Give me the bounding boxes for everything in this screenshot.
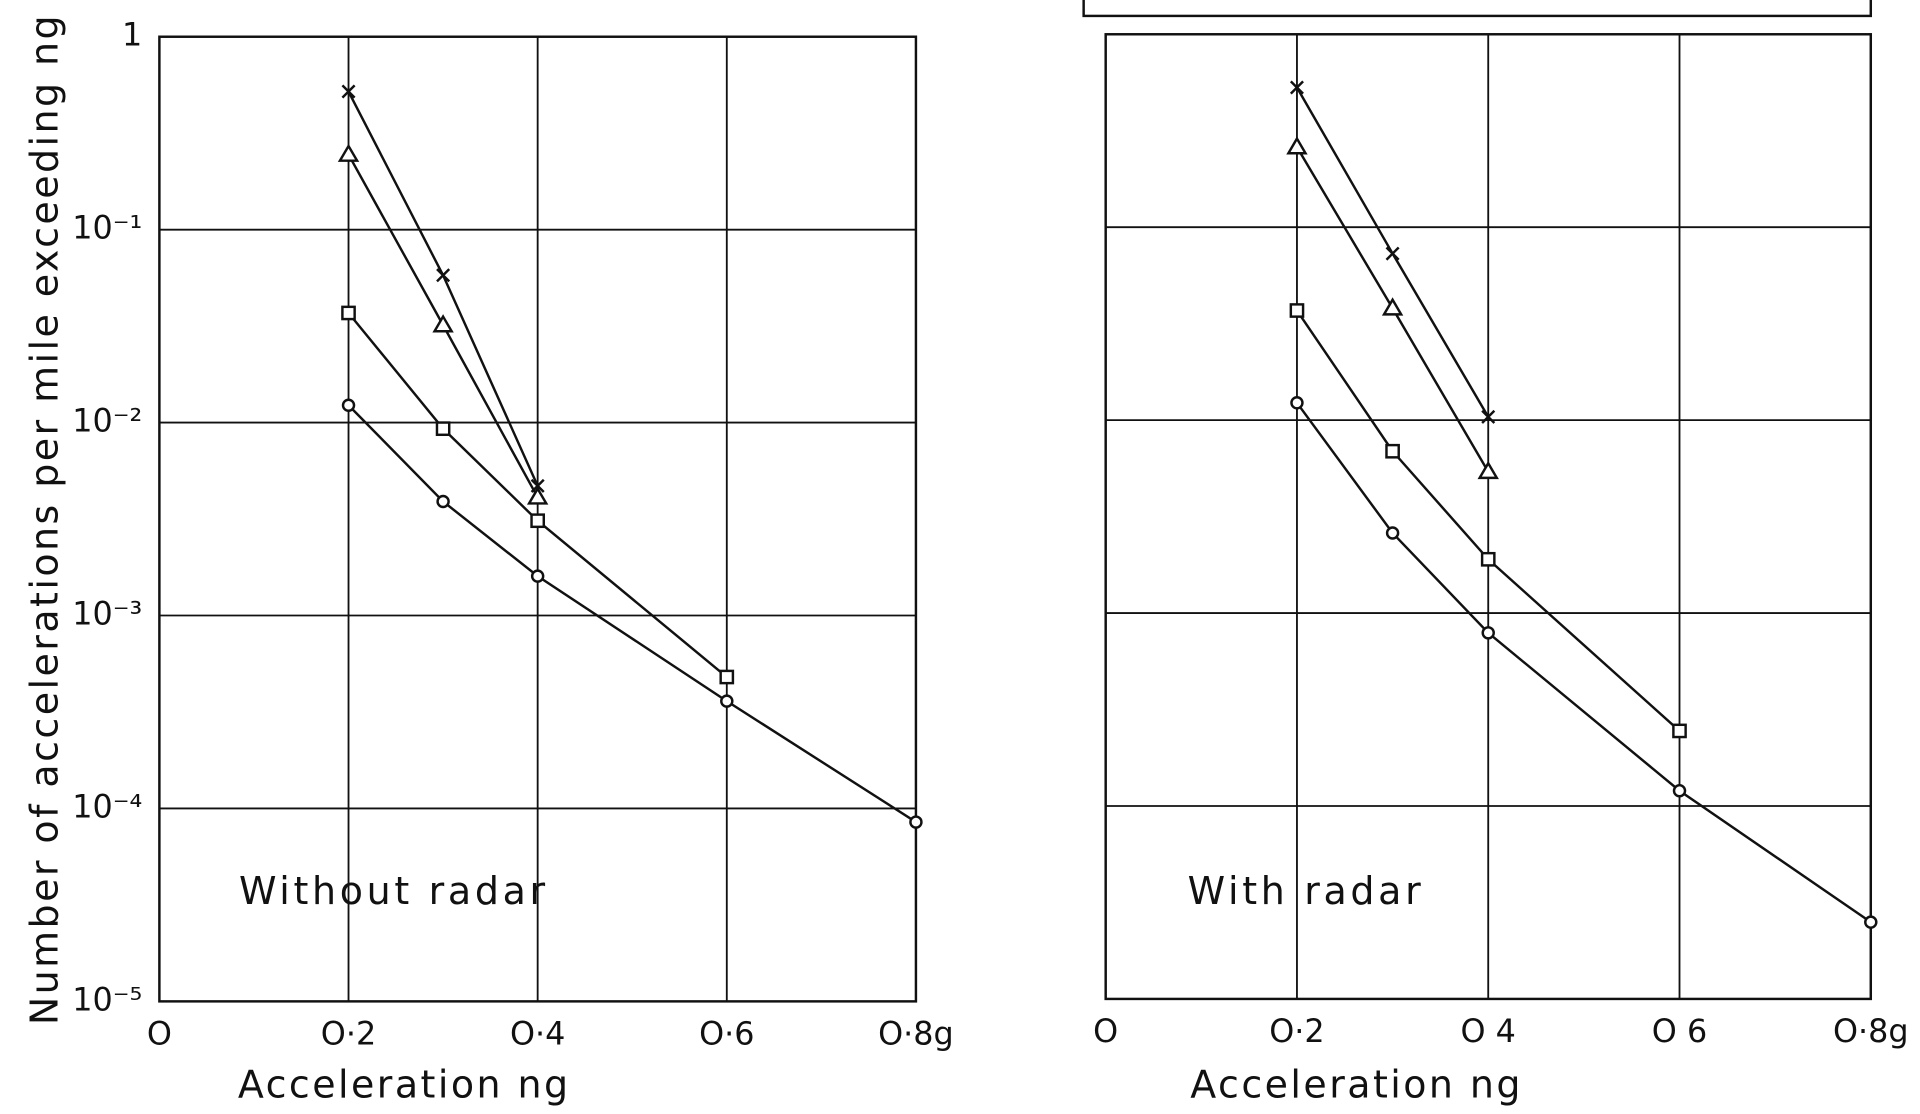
cross-marker — [1385, 246, 1400, 261]
x-tick-label: O·8g — [1833, 1012, 1909, 1050]
square-marker — [1385, 443, 1400, 459]
y-axis-title: Number of accelerations per mile exceedi… — [22, 13, 66, 1025]
series-line — [1295, 402, 1872, 924]
y-tick-label: 1 — [122, 16, 142, 54]
circle-marker — [341, 398, 356, 412]
circle-marker — [1481, 626, 1495, 640]
square-marker — [341, 305, 356, 321]
x-tick-label: O·6 — [699, 1015, 754, 1053]
square-marker — [1289, 303, 1305, 318]
x-tick-label: O — [1093, 1012, 1118, 1050]
circle-marker — [1864, 915, 1878, 929]
triangle-marker — [337, 143, 360, 162]
cross-marker — [1289, 80, 1304, 95]
x-axis-title: Acceleration ng — [1190, 1063, 1523, 1107]
square-marker — [719, 669, 735, 685]
x-tick-label: O·4 — [510, 1015, 565, 1053]
triangle-marker — [1477, 460, 1499, 480]
triangle-marker — [1381, 297, 1404, 316]
y-tick-label: 10⁻⁵ — [72, 980, 142, 1018]
circle-marker — [436, 494, 450, 509]
cross-marker — [436, 268, 451, 283]
square-marker — [1672, 723, 1687, 739]
square-marker — [1480, 551, 1496, 567]
circle-marker — [720, 694, 734, 708]
series-line — [347, 404, 917, 824]
cut-off-box — [1082, 0, 1873, 18]
circle-marker — [1385, 526, 1400, 540]
series-line — [347, 312, 728, 678]
square-marker — [435, 421, 451, 437]
annotation: Without radar — [239, 869, 549, 913]
x-tick-label: O·2 — [321, 1015, 376, 1053]
y-tick-label: 10⁻⁴ — [72, 787, 142, 825]
circle-marker — [1672, 783, 1687, 798]
circle-marker — [1290, 396, 1304, 410]
y-tick-label: 10⁻² — [72, 402, 142, 440]
x-tick-label: O 4 — [1461, 1012, 1516, 1050]
triangle-marker — [432, 314, 454, 333]
square-marker — [530, 513, 546, 529]
triangle-marker — [1286, 136, 1308, 155]
y-tick-label: 10⁻³ — [72, 595, 142, 633]
circle-marker — [530, 569, 545, 583]
series-line — [1295, 309, 1681, 732]
cross-marker — [1481, 409, 1496, 424]
x-tick-label: O·2 — [1269, 1012, 1324, 1050]
triangle-marker — [526, 486, 549, 505]
x-tick-label: O — [147, 1015, 172, 1053]
x-axis-title: Acceleration ng — [238, 1063, 571, 1107]
circle-marker — [909, 815, 923, 829]
x-tick-label: O·8g — [878, 1015, 954, 1053]
y-tick-label: 10⁻¹ — [72, 209, 142, 247]
cross-marker — [341, 84, 356, 99]
x-tick-label: O 6 — [1652, 1012, 1707, 1050]
annotation: With radar — [1188, 869, 1425, 913]
